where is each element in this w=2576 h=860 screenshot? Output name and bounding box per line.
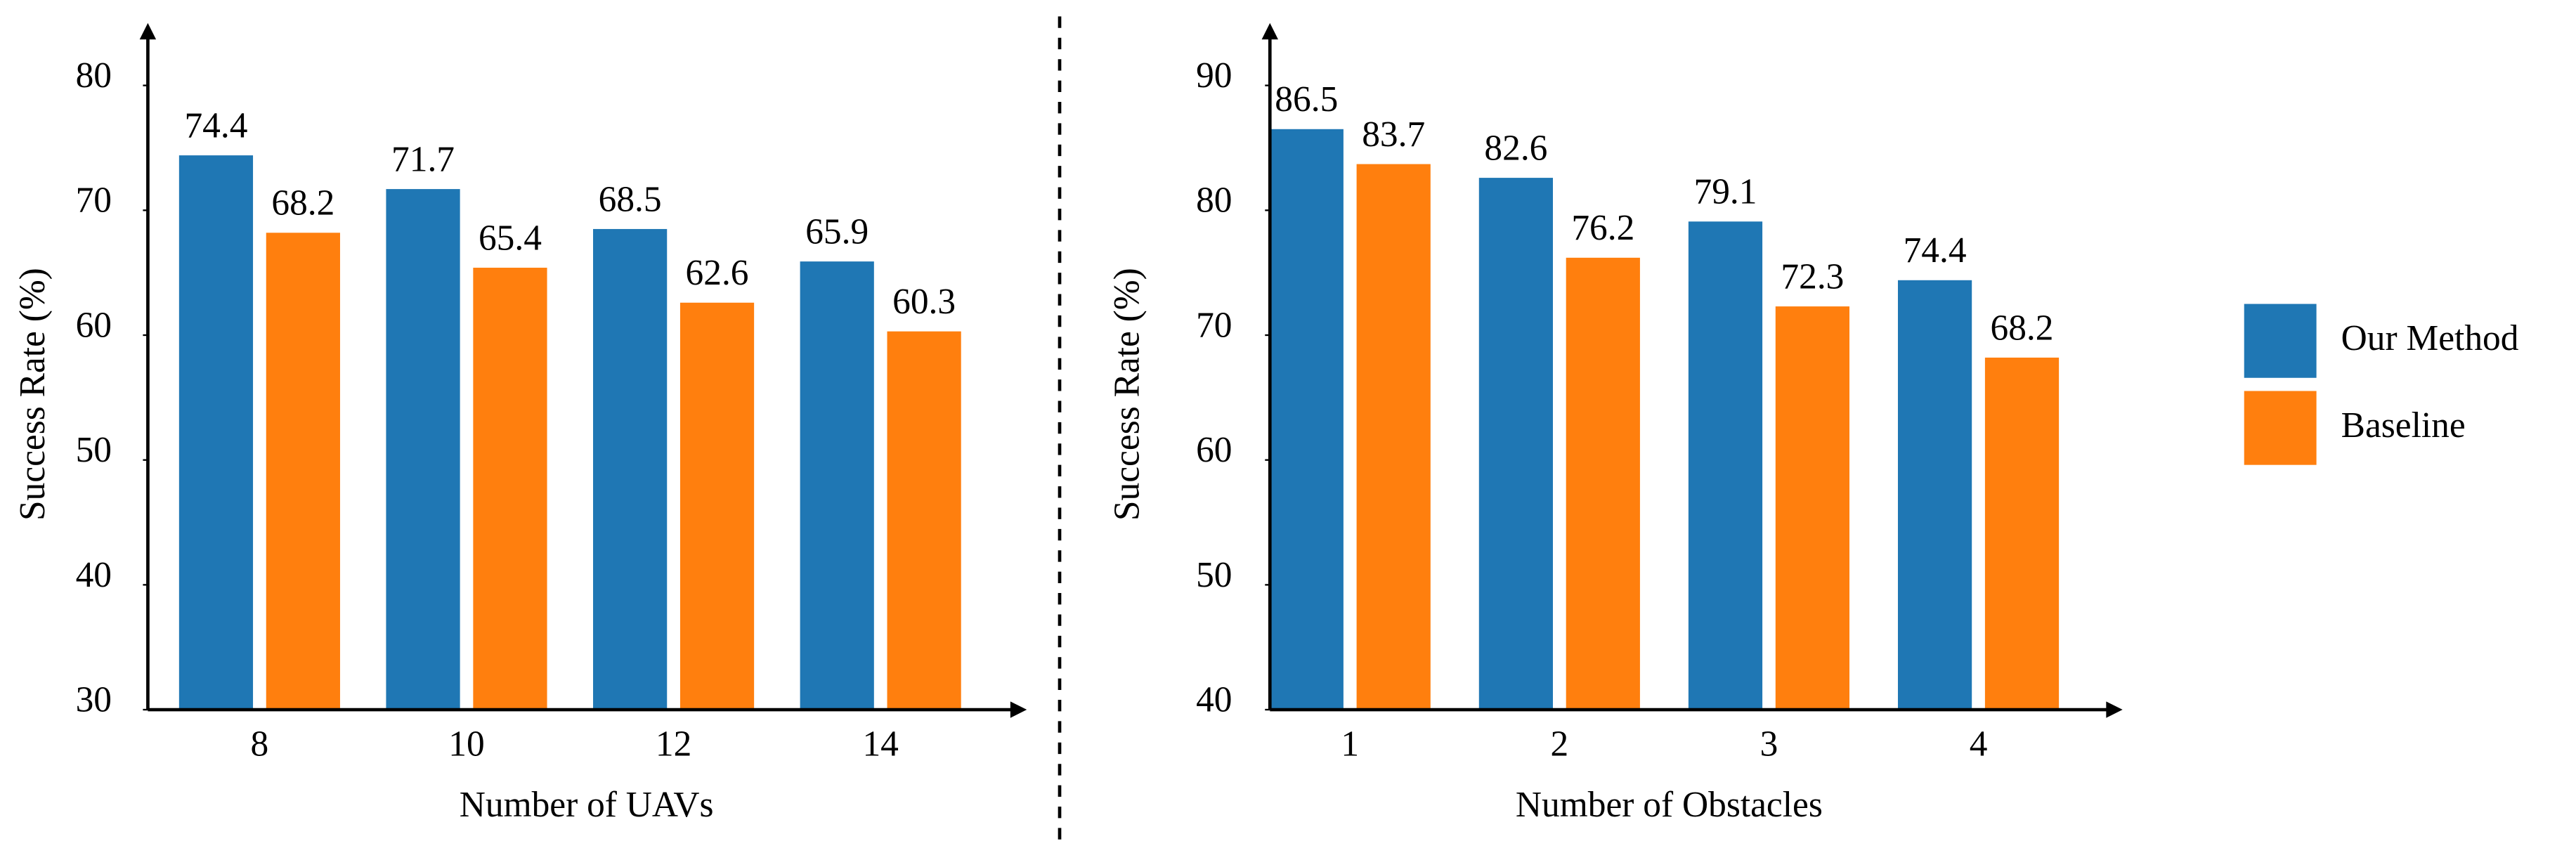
y-tick-label: 90: [1196, 56, 1232, 96]
bar: [1688, 221, 1763, 710]
value-label: 65.4: [479, 218, 542, 258]
bar: [1269, 129, 1344, 710]
y-tick-label: 50: [76, 430, 112, 470]
bar: [679, 302, 755, 710]
value-label: 71.7: [391, 139, 455, 179]
legend-swatch: [2244, 391, 2317, 465]
y-tick-label: 80: [1196, 181, 1232, 221]
y-tick-label: 80: [76, 56, 112, 96]
x-tick-label: 4: [1970, 724, 1988, 764]
value-label: 68.2: [1991, 308, 2054, 348]
y-axis-title: Success Rate (%): [1107, 268, 1147, 521]
x-tick-label: 2: [1550, 724, 1568, 764]
x-axis-title: Number of UAVs: [460, 785, 714, 825]
bar: [800, 261, 874, 710]
value-label: 74.4: [184, 105, 247, 145]
value-label: 60.3: [892, 282, 956, 322]
legend-label: Our Method: [2341, 318, 2519, 358]
value-label: 79.1: [1693, 172, 1757, 212]
y-tick-label: 70: [76, 181, 112, 221]
x-tick-label: 8: [251, 724, 269, 764]
y-tick-label: 30: [76, 679, 112, 719]
y-tick-label: 70: [1196, 305, 1232, 345]
bar: [386, 189, 460, 710]
bar: [473, 268, 547, 710]
bar: [887, 331, 961, 710]
value-label: 83.7: [1362, 115, 1425, 155]
x-axis-title: Number of Obstacles: [1516, 785, 1823, 825]
value-label: 76.2: [1571, 208, 1634, 248]
legend-swatch: [2244, 304, 2317, 378]
x-axis-arrow: [2106, 701, 2123, 718]
y-tick-label: 60: [76, 305, 112, 345]
value-label: 68.2: [271, 183, 334, 223]
y-tick-label: 50: [1196, 555, 1232, 595]
bar: [1478, 178, 1554, 710]
value-label: 68.5: [599, 179, 662, 219]
x-tick-label: 14: [862, 724, 898, 764]
y-axis-title: Success Rate (%): [13, 268, 53, 521]
y-axis-arrow: [139, 22, 157, 40]
x-tick-label: 12: [656, 724, 691, 764]
bar: [1356, 164, 1431, 710]
value-label: 82.6: [1484, 128, 1547, 168]
y-tick-label: 60: [1196, 430, 1232, 470]
y-axis-arrow: [1261, 22, 1278, 40]
value-label: 62.6: [686, 253, 749, 293]
value-label: 65.9: [805, 212, 869, 252]
x-tick-label: 10: [448, 724, 484, 764]
value-label: 74.4: [1904, 230, 1967, 271]
bar: [1775, 306, 1850, 710]
legend-label: Baseline: [2341, 405, 2466, 445]
y-tick-label: 40: [76, 555, 112, 595]
bar: [593, 228, 668, 710]
bar: [1566, 257, 1640, 710]
value-label: 86.5: [1275, 79, 1338, 119]
bar: [1897, 280, 1972, 710]
x-tick-label: 3: [1760, 724, 1778, 764]
x-axis-arrow: [1010, 701, 1027, 718]
y-tick-label: 40: [1196, 679, 1232, 719]
x-tick-label: 1: [1341, 724, 1359, 764]
bar: [1984, 357, 2060, 710]
bar: [266, 233, 340, 710]
value-label: 72.3: [1781, 257, 1844, 297]
bar: [178, 155, 254, 710]
